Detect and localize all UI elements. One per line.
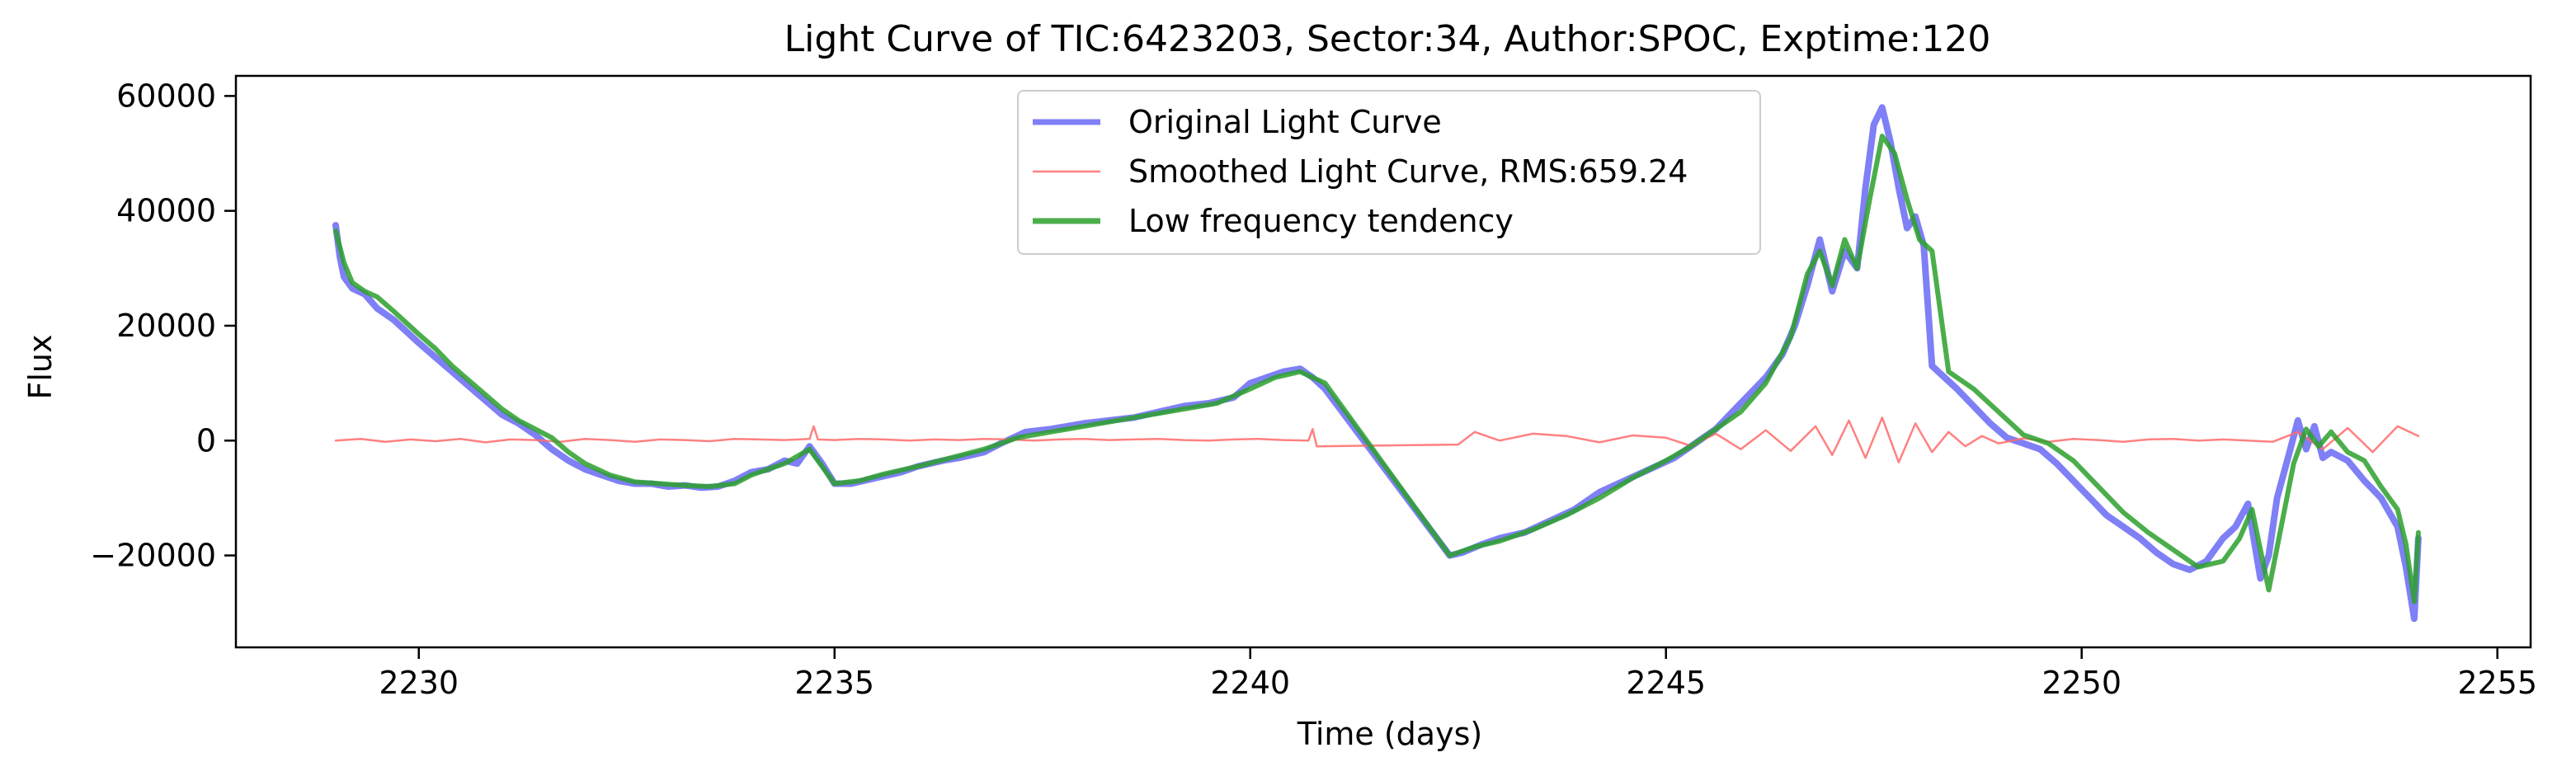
y-tick-label: 40000 xyxy=(116,193,216,229)
x-tick-label: 2255 xyxy=(2457,665,2537,701)
legend-box xyxy=(1017,90,1761,255)
x-tick-label: 2250 xyxy=(2041,665,2122,701)
y-tick-label: −20000 xyxy=(90,538,216,574)
y-tick-label: 20000 xyxy=(116,308,216,344)
x-tick-label: 2235 xyxy=(794,665,874,701)
legend-label-smoothed: Smoothed Light Curve, RMS:659.24 xyxy=(1128,153,1688,190)
x-tick-label: 2245 xyxy=(1626,665,1706,701)
x-axis-ticks: 2230 2235 2240 2245 2250 2255 xyxy=(379,647,2537,701)
x-tick-label: 2230 xyxy=(379,665,459,701)
chart-title: Light Curve of TIC:6423203, Sector:34, A… xyxy=(784,18,1991,60)
y-tick-label: 0 xyxy=(196,422,216,459)
x-tick-label: 2240 xyxy=(1210,665,1290,701)
legend-label-tendency: Low frequency tendency xyxy=(1128,203,1514,239)
x-axis-label: Time (days) xyxy=(1297,716,1482,752)
y-axis-label: Flux xyxy=(22,335,59,400)
plot-frame xyxy=(234,74,2532,649)
plot-lines xyxy=(332,104,2422,623)
series-tendency-line xyxy=(333,134,2421,604)
series-smoothed-line xyxy=(334,416,2420,463)
y-tick-label: 60000 xyxy=(116,78,216,114)
legend-label-original: Original Light Curve xyxy=(1128,104,1442,140)
y-axis-ticks: −20000 0 20000 40000 60000 xyxy=(90,78,236,574)
legend: Original Light Curve Smoothed Light Curv… xyxy=(1017,90,1761,255)
